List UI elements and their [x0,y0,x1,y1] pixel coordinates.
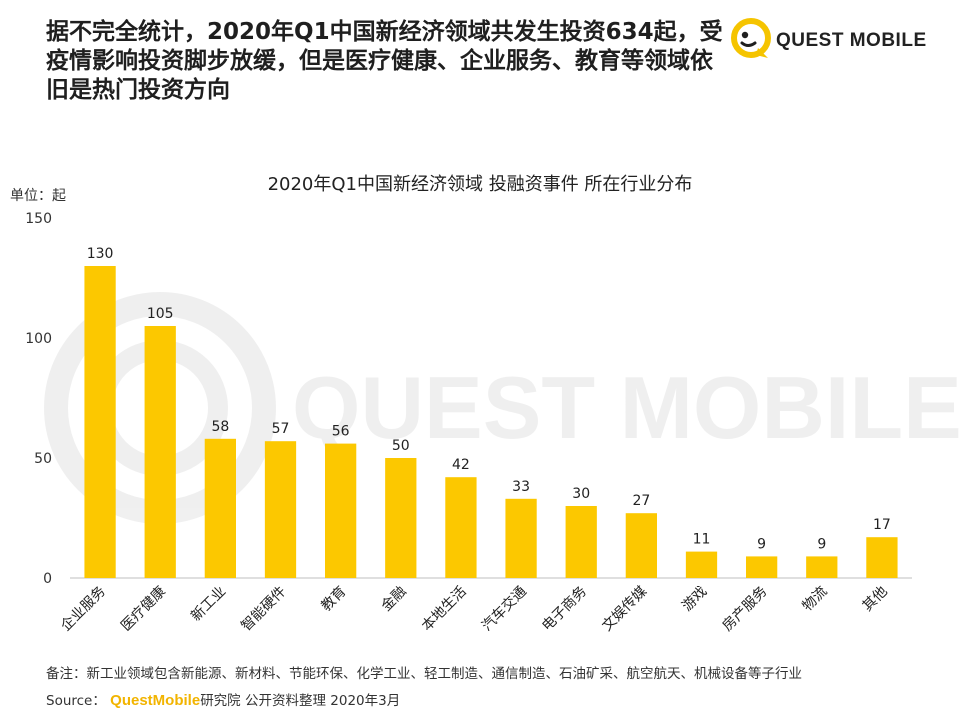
bar-value-label: 56 [332,424,350,440]
source-rest: 研究院 公开资料整理 2020年3月 [200,693,401,709]
y-axis-ticks: 0 50 100 150 [25,211,52,587]
bar-value-label: 11 [693,532,711,548]
x-axis-labels: 企业服务 医疗健康 新工业 智能硬件 教育 金融 本地生活 汽车交通 电子商务 文娱传媒 游戏 房产服… [57,583,890,635]
bar [204,438,236,578]
bar-value-label: 27 [632,493,650,509]
x-tick-label: 物流 [800,584,831,615]
x-tick-label: 其他 [860,584,891,615]
bar-value-label: 9 [817,536,826,552]
x-tick-label: 金融 [379,584,410,615]
bar-value-label: 30 [572,486,590,502]
bar-value-label: 17 [873,517,891,533]
bars [84,266,898,578]
bar-value-label: 57 [272,421,290,437]
bar-value-label: 33 [512,479,530,495]
questmobile-logo-icon [731,18,771,58]
bar [144,326,176,578]
bar-value-label: 50 [392,438,410,454]
x-tick-label: 汽车交通 [478,583,530,635]
bar [625,513,657,578]
x-tick-label: 智能硬件 [238,584,289,635]
bar-value-label: 42 [452,457,470,473]
logo-text: QUEST MOBILE [776,30,927,51]
bar [445,477,477,578]
y-tick-label: 150 [25,211,52,227]
x-tick-label: 游戏 [679,584,710,615]
x-tick-label: 企业服务 [57,583,109,635]
watermark-text: QUEST MOBILE [292,358,960,457]
source-brand: QuestMobile [110,692,201,709]
x-tick-label: 文娱传媒 [599,584,650,635]
source-line: Source： QuestMobile研究院 公开资料整理 2020年3月 [46,689,400,709]
x-tick-label: 新工业 [188,584,229,625]
source-label: Source： [46,693,106,709]
bar [84,266,116,578]
bar [746,556,778,578]
y-tick-label: 50 [34,451,52,467]
bar [264,441,297,578]
bar [325,443,357,578]
x-tick-label: 教育 [318,584,349,615]
bar-value-label: 9 [757,536,766,552]
bar [385,458,417,578]
footnote: 备注：新工业领域包含新能源、新材料、节能环保、化学工业、轻工制造、通信制造、石油… [46,666,802,682]
x-tick-label: 本地生活 [419,584,470,635]
bar-chart: QUEST MOBILE 2020年Q1中国新经济领域 投融资事件 所在行业分布… [10,174,960,635]
y-tick-label: 0 [43,571,52,587]
bar [505,498,537,578]
x-tick-label: 电子商务 [539,584,590,635]
headline: 据不完全统计，2020年Q1中国新经济领域共发生投资634起，受疫情影响投资脚步… [46,19,723,103]
chart-title: 2020年Q1中国新经济领域 投融资事件 所在行业分布 [268,174,693,195]
bar [565,506,597,578]
x-tick-label: 医疗健康 [117,583,169,635]
questmobile-logo: QUEST MOBILE [728,14,928,70]
bar [685,551,718,578]
bar-value-label: 105 [147,306,174,322]
bar-value-label: 130 [87,246,114,262]
y-axis-unit: 单位：起 [10,188,66,204]
bar [866,537,898,578]
watermark: QUEST MOBILE [44,292,960,524]
bar [806,556,838,578]
bar-value-label: 58 [211,419,229,435]
y-tick-label: 100 [25,331,52,347]
x-tick-label: 房产服务 [720,584,771,635]
bar-value-labels: 130 105 58 57 56 50 42 33 30 27 11 9 9 17 [87,246,891,552]
